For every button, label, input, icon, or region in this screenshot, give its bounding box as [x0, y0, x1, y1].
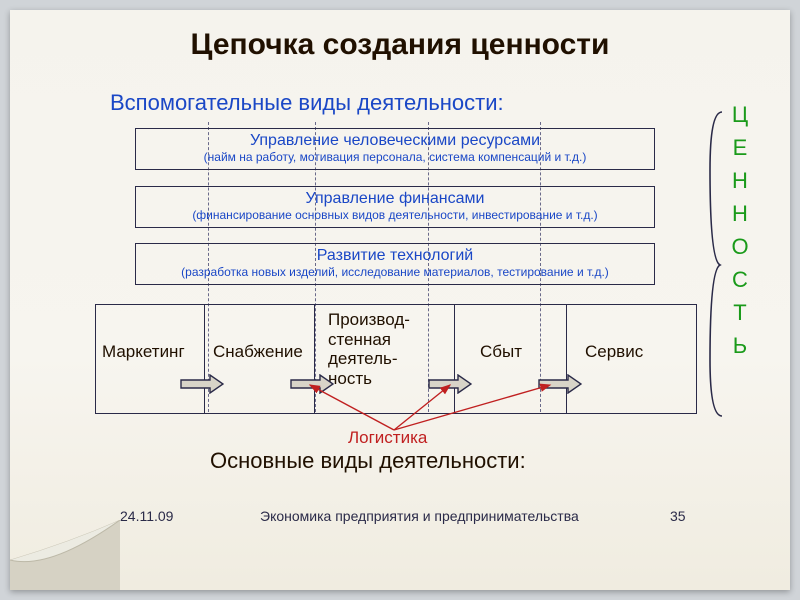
primary-divider [454, 305, 455, 413]
support-hr-title: Управление человеческими ресурсами [140, 132, 650, 150]
primary-label-sales: Сбыт [480, 342, 522, 362]
support-box-hr: Управление человеческими ресурсами (найм… [135, 128, 655, 170]
flow-arrow-icon [290, 374, 334, 394]
primary-label-supply: Снабжение [213, 342, 303, 362]
flow-arrow-icon [180, 374, 224, 394]
support-tech-title: Развитие технологий [140, 247, 650, 265]
support-hr-desc: (найм на работу, мотивация персонала, си… [140, 150, 650, 164]
support-fin-title: Управление финансами [140, 190, 650, 208]
brace-icon [708, 110, 728, 420]
primary-label-service: Сервис [585, 342, 643, 362]
footer-date: 24.11.09 [120, 508, 173, 524]
primary-label-marketing: Маркетинг [102, 342, 185, 362]
flow-arrow-icon [428, 374, 472, 394]
support-box-tech: Развитие технологий (разработка новых из… [135, 243, 655, 285]
primary-divider [204, 305, 205, 413]
primary-divider [566, 305, 567, 413]
support-fin-desc: (финансирование основных видов деятельно… [140, 208, 650, 222]
support-box-fin: Управление финансами (финансирование осн… [135, 186, 655, 228]
primary-heading: Основные виды деятельности: [210, 448, 526, 474]
slide: Цепочка создания ценности Вспомогательны… [10, 10, 790, 590]
footer-page-number: 35 [670, 508, 686, 524]
support-heading: Вспомогательные виды деятельности: [110, 90, 504, 116]
page-title: Цепочка создания ценности [10, 28, 790, 62]
primary-label-production: Производ- стенная деятель- ность [328, 310, 410, 388]
footer-title: Экономика предприятия и предпринимательс… [260, 508, 579, 524]
flow-arrow-icon [538, 374, 582, 394]
logistics-label: Логистика [348, 428, 427, 448]
value-vertical-label: ЦЕННОСТЬ [728, 98, 752, 362]
page-curl-icon [10, 520, 120, 590]
primary-divider [314, 305, 315, 413]
support-tech-desc: (разработка новых изделий, исследование … [140, 265, 650, 279]
